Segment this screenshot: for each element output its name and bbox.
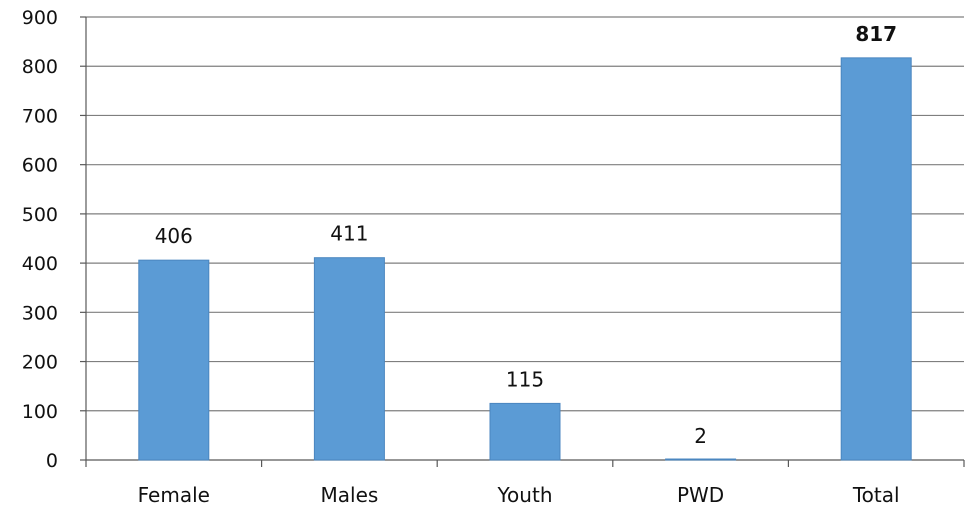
bar-youth (489, 402, 561, 461)
y-tick-label: 100 (22, 401, 58, 423)
y-tick-label: 900 (22, 7, 58, 29)
data-label: 406 (155, 224, 193, 248)
y-tick-label: 600 (22, 155, 58, 177)
x-tick-label: Total (852, 483, 900, 506)
bar-pwd (665, 458, 737, 461)
data-labels: 406 411 115 2 817 (155, 22, 897, 448)
y-tick-label: 700 (22, 105, 58, 127)
data-label: 817 (855, 22, 897, 46)
y-tick-label: 0 (46, 450, 58, 472)
data-label: 411 (330, 222, 368, 246)
bars (138, 57, 912, 461)
gridlines (86, 16, 964, 412)
y-tick-label: 300 (22, 302, 58, 324)
bar-total (840, 57, 912, 461)
data-label: 2 (694, 424, 707, 448)
bar-female (138, 259, 210, 461)
axes: 0 100 200 300 400 500 600 700 800 900 Female Males Y… (22, 7, 965, 507)
y-tick-label: 200 (22, 352, 58, 374)
y-tick-label: 800 (22, 56, 58, 78)
x-tick-label: Female (138, 483, 210, 506)
bar-males (313, 257, 385, 461)
y-tick-label: 500 (22, 204, 58, 226)
x-tick-label: PWD (677, 483, 724, 506)
x-tick-label: Males (321, 483, 379, 506)
y-tick-label: 400 (22, 253, 58, 275)
x-tick-label: Youth (497, 483, 553, 506)
data-label: 115 (506, 367, 544, 391)
